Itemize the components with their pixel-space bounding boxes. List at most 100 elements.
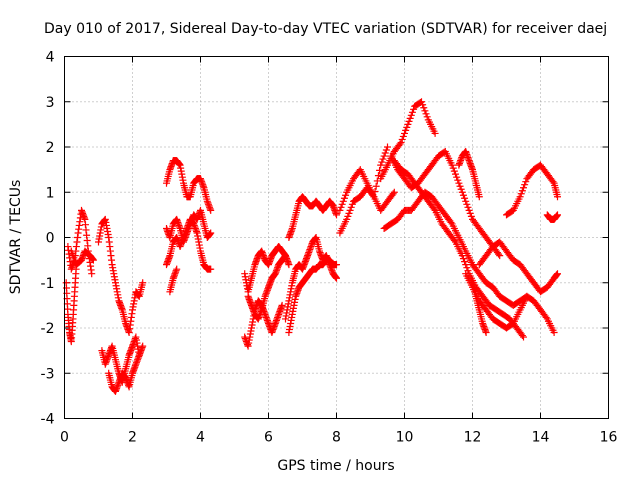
series-track-17 xyxy=(336,143,391,214)
data-point xyxy=(455,179,463,187)
data-point xyxy=(346,206,354,214)
data-point xyxy=(461,194,469,202)
data-point xyxy=(390,188,398,196)
data-point xyxy=(378,158,386,166)
x-tick-label: 16 xyxy=(600,430,618,446)
y-tick-label: 1 xyxy=(46,185,55,201)
y-tick-label: -4 xyxy=(41,412,55,428)
data-point xyxy=(369,191,377,199)
series-track-1 xyxy=(64,206,96,278)
data-point xyxy=(379,155,387,163)
data-point xyxy=(408,108,416,116)
data-point xyxy=(333,261,340,269)
data-point xyxy=(89,256,97,264)
data-point xyxy=(421,107,429,115)
x-tick-label: 12 xyxy=(464,430,482,446)
data-point xyxy=(337,203,345,211)
data-point xyxy=(333,211,340,219)
data-point xyxy=(207,206,215,214)
data-point xyxy=(518,332,526,340)
series-track-13 xyxy=(244,252,293,323)
data-point xyxy=(462,197,470,205)
grid-layer xyxy=(64,56,609,419)
data-point xyxy=(450,237,458,245)
data-point xyxy=(402,126,410,134)
data-point xyxy=(475,193,483,201)
data-point xyxy=(173,265,181,273)
series-track-2 xyxy=(62,261,80,346)
data-point xyxy=(207,265,215,273)
data-point xyxy=(372,182,380,190)
series-track-4 xyxy=(95,215,147,337)
data-point xyxy=(423,113,431,121)
data-point xyxy=(397,138,405,146)
data-point xyxy=(450,167,458,175)
plot-frame xyxy=(64,56,609,419)
data-point xyxy=(431,129,439,137)
data-point xyxy=(384,143,391,151)
series-track-16 xyxy=(285,256,340,337)
data-point xyxy=(449,164,457,172)
data-point xyxy=(348,200,356,208)
series-track-14 xyxy=(285,193,340,241)
data-point xyxy=(464,203,472,211)
data-point xyxy=(401,129,408,137)
data-point xyxy=(554,211,561,219)
series-track-20 xyxy=(387,148,504,260)
data-point xyxy=(389,190,397,198)
data-point xyxy=(278,301,286,309)
data-point xyxy=(343,215,351,223)
data-points xyxy=(62,98,561,395)
data-point xyxy=(376,166,384,174)
x-tick-label: 0 xyxy=(60,430,69,446)
data-point xyxy=(517,190,525,198)
y-tick-label: -1 xyxy=(41,276,55,292)
data-point xyxy=(448,161,456,169)
data-point xyxy=(382,146,390,154)
y-tick-label: -2 xyxy=(41,321,55,337)
series-track-6 xyxy=(105,342,147,395)
data-point xyxy=(88,270,96,278)
data-point xyxy=(396,140,404,148)
x-tick-label: 8 xyxy=(332,430,341,446)
data-point xyxy=(463,264,471,272)
x-tick-label: 10 xyxy=(396,430,414,446)
series-track-3 xyxy=(67,247,97,269)
data-point xyxy=(340,194,348,202)
data-point xyxy=(542,313,550,321)
data-point xyxy=(554,270,561,278)
data-point xyxy=(496,252,504,260)
data-point xyxy=(347,203,355,211)
data-point xyxy=(405,117,413,125)
series-track-27 xyxy=(543,211,561,223)
data-point xyxy=(495,250,503,258)
data-point xyxy=(418,98,425,106)
data-point xyxy=(342,191,350,199)
x-tick-label: 6 xyxy=(264,430,273,446)
data-point xyxy=(344,212,352,220)
data-point xyxy=(410,105,418,113)
series-track-10 xyxy=(166,265,181,296)
data-point xyxy=(285,261,293,269)
data-point xyxy=(381,149,389,157)
data-point xyxy=(333,274,340,282)
data-point xyxy=(522,178,530,186)
data-point xyxy=(456,182,464,190)
data-point xyxy=(377,161,385,169)
data-point xyxy=(139,342,147,350)
data-point xyxy=(482,329,490,337)
data-point xyxy=(380,152,388,160)
data-point xyxy=(467,212,475,220)
data-point xyxy=(549,178,557,186)
data-point xyxy=(457,185,465,193)
data-point xyxy=(398,135,406,143)
data-point xyxy=(520,333,527,341)
y-tick-label: 2 xyxy=(46,140,55,156)
data-point xyxy=(338,200,346,208)
data-point xyxy=(466,209,474,217)
data-point xyxy=(459,191,467,199)
data-point xyxy=(518,187,526,195)
data-point xyxy=(550,329,558,337)
data-point xyxy=(406,114,414,122)
